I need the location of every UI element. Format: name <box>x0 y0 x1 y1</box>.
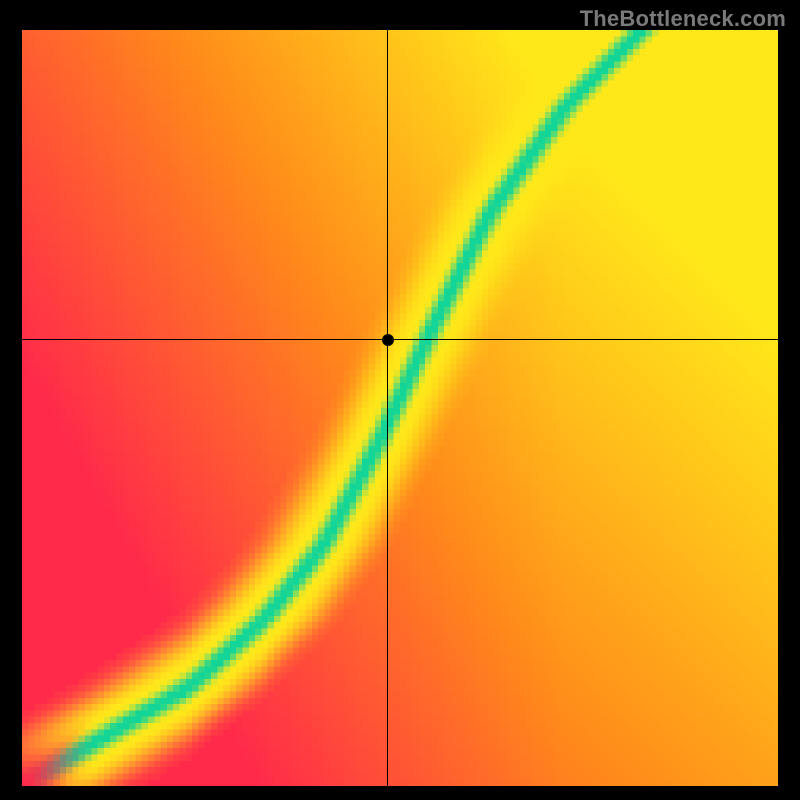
chart-container: TheBottleneck.com <box>0 0 800 800</box>
crosshair-vertical <box>387 30 388 786</box>
watermark-text: TheBottleneck.com <box>580 6 786 32</box>
crosshair-marker-dot <box>382 334 394 346</box>
bottleneck-heatmap <box>22 30 778 786</box>
crosshair-horizontal <box>22 339 778 340</box>
